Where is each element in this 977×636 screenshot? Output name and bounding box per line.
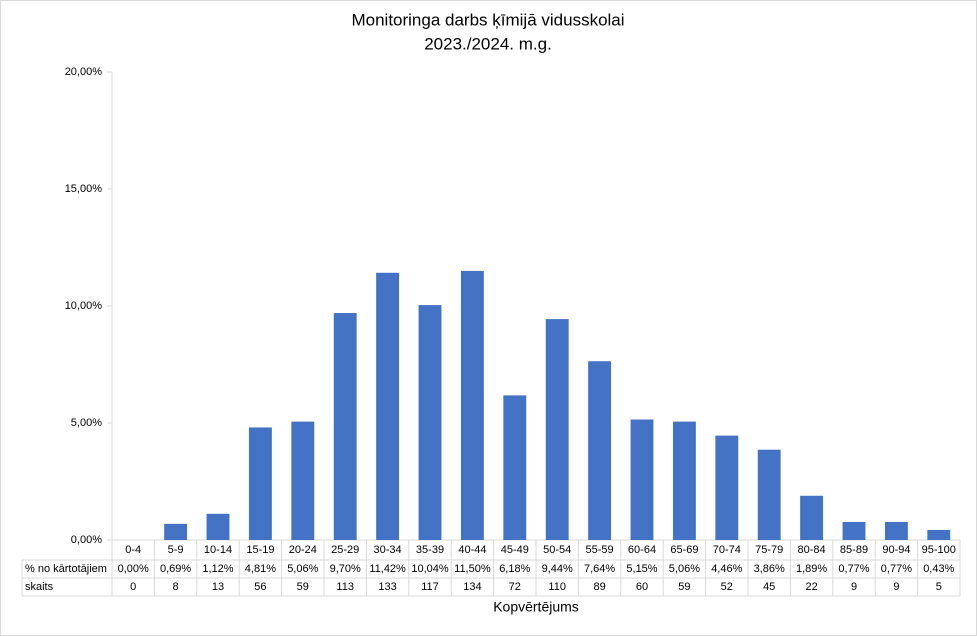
x-tick-label: 5-9 [168,544,184,556]
bar [545,319,569,540]
x-tick-label: 85-89 [840,544,868,556]
table-value: 4,81% [245,563,276,575]
x-axis-label: Kopvērtējums [493,599,579,615]
table-value: 0,77% [838,563,869,575]
table-value: 5 [936,581,942,593]
x-tick-label: 20-24 [289,544,317,556]
bar [672,421,696,540]
table-value: 45 [763,581,775,593]
x-tick-label: 70-74 [713,544,741,556]
table-value: 6,18% [499,563,530,575]
x-tick-label: 80-84 [798,544,826,556]
table-value: 22 [805,581,817,593]
table-value: 72 [509,581,521,593]
table-value: 59 [297,581,309,593]
x-tick-label: 35-39 [416,544,444,556]
table-value: 9,44% [542,563,573,575]
x-tick-label: 55-59 [586,544,614,556]
bar [927,529,951,540]
bar [715,435,739,540]
table-value: 60 [636,581,648,593]
bar [800,495,824,540]
bar [884,521,908,540]
table-value: 52 [721,581,733,593]
table-value: 5,06% [287,563,318,575]
table-value: 0 [130,581,136,593]
x-tick-label: 90-94 [882,544,910,556]
table-value: 0,00% [118,563,149,575]
table-value: 133 [378,581,396,593]
table-value: 0,69% [160,563,191,575]
table-value: 113 [336,581,354,593]
table-value: 0,77% [881,563,912,575]
bar [206,513,230,540]
bar [376,272,400,540]
table-row-label: % no kārtotājiem [25,563,107,575]
table-value: 5,06% [669,563,700,575]
table-value: 59 [678,581,690,593]
y-tick-label: 15,00% [65,183,103,195]
x-tick-label: 95-100 [922,544,956,556]
x-tick-label: 75-79 [755,544,783,556]
table-value: 13 [212,581,224,593]
table-value: 56 [254,581,266,593]
x-tick-label: 15-19 [246,544,274,556]
bar [333,313,357,540]
table-value: 9 [893,581,899,593]
x-tick-label: 25-29 [331,544,359,556]
bar [588,361,612,540]
table-value: 89 [593,581,605,593]
x-tick-label: 0-4 [125,544,141,556]
bar [630,419,654,540]
bar [248,427,272,540]
table-value: 134 [463,581,481,593]
y-tick-label: 20,00% [65,66,103,78]
table-value: 11,50% [454,563,491,575]
bar [291,421,315,540]
table-value: 1,89% [796,563,827,575]
table-value: 9,70% [330,563,361,575]
x-tick-label: 30-34 [374,544,402,556]
y-tick-label: 5,00% [71,417,102,429]
bar [842,521,866,540]
table-value: 0,43% [923,563,954,575]
table-value: 9 [851,581,857,593]
bar [460,270,484,540]
chart-subtitle: 2023./2024. m.g. [424,34,552,53]
x-tick-label: 10-14 [204,544,232,556]
chart-title: Monitoringa darbs ķīmijā vidusskolai [351,10,624,29]
table-value: 10,04% [411,563,449,575]
table-value: 7,64% [584,563,615,575]
table-value: 110 [548,581,566,593]
x-tick-label: 60-64 [628,544,656,556]
table-value: 3,86% [754,563,785,575]
table-row-label: skaits [25,581,54,593]
bar [164,523,188,540]
x-tick-label: 50-54 [543,544,571,556]
table-value: 5,15% [626,563,657,575]
y-tick-label: 10,00% [65,300,103,312]
y-tick-label: 0,00% [71,534,102,546]
table-value: 117 [421,581,439,593]
bar [418,305,442,540]
table-value: 11,42% [369,563,406,575]
bar [503,395,527,540]
table-value: 1,12% [202,563,233,575]
bar [757,449,781,540]
x-tick-label: 45-49 [501,544,529,556]
x-tick-label: 65-69 [670,544,698,556]
table-value: 8 [173,581,179,593]
table-value: 4,46% [711,563,742,575]
x-tick-label: 40-44 [458,544,486,556]
